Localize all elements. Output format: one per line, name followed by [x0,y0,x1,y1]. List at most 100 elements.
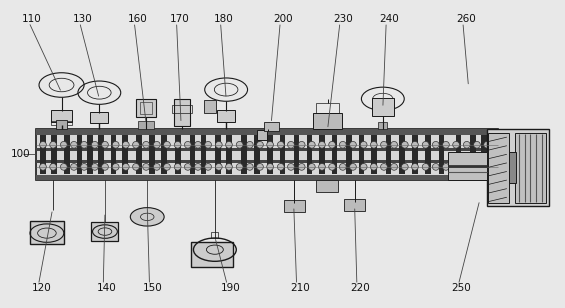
Ellipse shape [71,164,77,170]
Ellipse shape [484,164,490,170]
Ellipse shape [350,164,357,170]
Ellipse shape [71,141,77,148]
Bar [438,135,444,174]
Text: 220: 220 [350,282,370,293]
Ellipse shape [123,164,129,170]
Ellipse shape [112,141,119,148]
Bar [201,135,206,174]
Bar [36,160,498,163]
Bar [226,135,232,174]
Bar [294,135,299,174]
Bar [51,135,57,174]
Ellipse shape [40,164,46,170]
Bar [264,122,279,131]
Bar [211,232,218,238]
Bar [56,120,67,129]
Text: 230: 230 [333,14,353,25]
Bar [98,135,104,174]
Bar [217,110,235,122]
Ellipse shape [257,164,263,170]
Bar [307,135,312,174]
Bar [470,135,476,174]
Ellipse shape [288,141,294,148]
Ellipse shape [340,141,346,148]
Ellipse shape [50,141,57,148]
Bar [386,135,392,174]
Ellipse shape [350,141,357,148]
Ellipse shape [401,141,408,148]
Ellipse shape [391,141,397,148]
Bar [399,135,405,174]
Ellipse shape [184,164,191,170]
Bar [359,135,364,174]
Bar [36,129,498,180]
Ellipse shape [81,164,88,170]
Bar [111,135,116,174]
Bar [254,135,260,174]
Bar [64,135,70,174]
Bar [162,135,167,174]
Ellipse shape [298,141,305,148]
Bar [412,135,418,174]
Ellipse shape [432,164,439,170]
Bar [30,221,64,245]
Ellipse shape [194,164,201,170]
Bar [481,135,487,174]
Bar [371,135,377,174]
Bar [174,99,190,126]
Bar [149,135,155,174]
Bar [319,135,325,174]
Ellipse shape [81,141,88,148]
Bar [203,100,216,113]
Ellipse shape [463,141,470,148]
Ellipse shape [225,164,232,170]
Ellipse shape [164,164,170,170]
Bar [136,135,142,174]
Ellipse shape [174,141,181,148]
Bar [36,148,498,151]
Ellipse shape [102,164,108,170]
Ellipse shape [267,164,273,170]
Ellipse shape [123,141,129,148]
Ellipse shape [329,141,336,148]
Ellipse shape [154,164,160,170]
Bar [284,200,305,212]
Bar [51,110,72,122]
Ellipse shape [371,141,377,148]
Bar [122,135,128,174]
Bar [91,222,118,241]
Bar [455,135,461,174]
Ellipse shape [92,164,98,170]
Ellipse shape [329,164,336,170]
Ellipse shape [308,164,315,170]
Ellipse shape [442,141,449,148]
Bar [51,121,72,125]
Bar [136,99,157,117]
Bar [486,129,549,206]
Bar [314,113,342,129]
Ellipse shape [50,164,57,170]
Bar [332,135,337,174]
Ellipse shape [308,141,315,148]
Bar [36,129,498,135]
Ellipse shape [205,141,211,148]
Ellipse shape [102,141,108,148]
Ellipse shape [164,141,170,148]
Ellipse shape [133,141,140,148]
Bar [257,130,267,140]
Text: 130: 130 [73,14,93,25]
Ellipse shape [381,141,388,148]
Ellipse shape [381,164,388,170]
Ellipse shape [215,141,222,148]
Ellipse shape [60,164,67,170]
Circle shape [131,208,164,226]
Bar [316,180,338,192]
Bar [267,135,273,174]
Text: 150: 150 [143,282,163,293]
Bar [488,132,509,203]
Ellipse shape [246,141,253,148]
Text: 120: 120 [32,282,51,293]
Ellipse shape [257,141,263,148]
Ellipse shape [371,164,377,170]
Text: 260: 260 [456,14,476,25]
